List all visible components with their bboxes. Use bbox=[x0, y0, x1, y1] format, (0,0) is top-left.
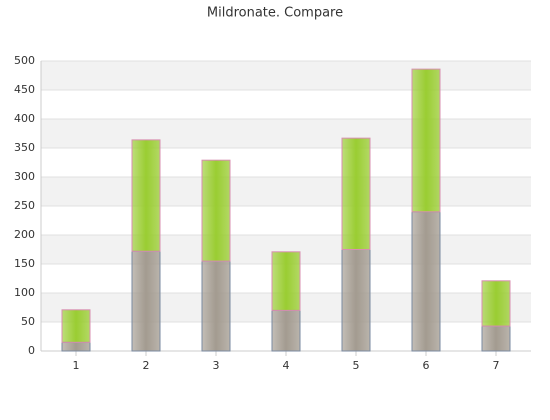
bar-segment bbox=[201, 159, 231, 262]
y-tick-label: 0 bbox=[28, 344, 35, 357]
y-tick-label: 400 bbox=[14, 112, 35, 125]
bar-segment bbox=[341, 249, 371, 352]
y-tick-label: 350 bbox=[14, 141, 35, 154]
grid-band bbox=[41, 61, 531, 90]
y-tick-label: 50 bbox=[21, 315, 35, 328]
y-tick-label: 150 bbox=[14, 257, 35, 270]
grid-band bbox=[41, 177, 531, 206]
bar-segment bbox=[201, 260, 231, 352]
bar-segment bbox=[481, 280, 511, 327]
bar-segment bbox=[61, 341, 91, 352]
x-tick-label: 3 bbox=[213, 359, 220, 372]
y-tick-label: 300 bbox=[14, 170, 35, 183]
x-tick-label: 4 bbox=[283, 359, 290, 372]
y-tick-label: 450 bbox=[14, 83, 35, 96]
x-tick-label: 6 bbox=[423, 359, 430, 372]
y-tick-label: 100 bbox=[14, 286, 35, 299]
y-tick-label: 500 bbox=[14, 54, 35, 67]
bar-segment bbox=[341, 137, 371, 250]
bar-segment bbox=[271, 309, 301, 352]
bar-segment bbox=[481, 325, 511, 352]
bar-segment bbox=[271, 251, 301, 311]
y-tick-label: 200 bbox=[14, 228, 35, 241]
bar-segment bbox=[411, 211, 441, 352]
x-tick-label: 5 bbox=[353, 359, 360, 372]
bar-segment bbox=[411, 68, 441, 213]
bar-segment bbox=[131, 139, 161, 252]
bar-segment bbox=[131, 250, 161, 352]
x-tick-label: 1 bbox=[73, 359, 80, 372]
bar-segment bbox=[61, 309, 91, 343]
x-tick-label: 7 bbox=[493, 359, 500, 372]
chart-title: Mildronate. Compare bbox=[207, 6, 343, 21]
grid-band bbox=[41, 119, 531, 148]
y-tick-label: 250 bbox=[14, 199, 35, 212]
x-tick-label: 2 bbox=[143, 359, 150, 372]
